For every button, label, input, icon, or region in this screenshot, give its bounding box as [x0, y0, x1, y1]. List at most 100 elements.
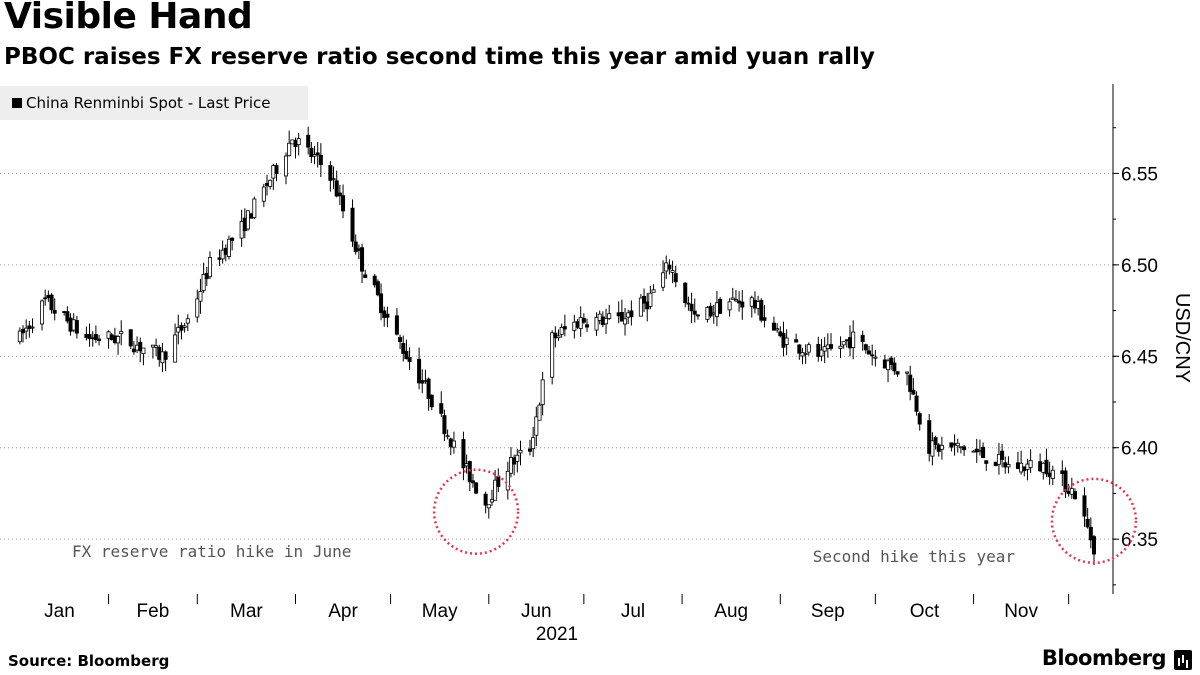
- candle-body: [24, 327, 29, 332]
- candle-body: [109, 334, 114, 340]
- candle-body: [971, 450, 976, 453]
- candle-body: [261, 186, 266, 202]
- candle-body: [404, 350, 409, 360]
- candle-body: [489, 499, 494, 503]
- candle-body: [448, 438, 453, 448]
- candle-body: [451, 440, 456, 448]
- candle-body: [464, 463, 469, 467]
- candle-body: [328, 165, 333, 181]
- candle-body: [952, 443, 957, 446]
- candle-body: [141, 347, 146, 354]
- candle-body: [711, 312, 716, 315]
- x-tick-label: May: [422, 601, 458, 622]
- gridlines: [0, 172, 1113, 540]
- candle-body: [154, 345, 159, 348]
- candle-body: [474, 482, 479, 494]
- candle-body: [914, 395, 919, 412]
- candle-body: [841, 341, 846, 346]
- highlight-circle: [432, 468, 520, 555]
- candle-body: [705, 307, 710, 320]
- candle-body: [49, 294, 54, 311]
- candle-body: [1041, 462, 1046, 473]
- candle-body: [860, 334, 865, 343]
- candle-body: [889, 357, 894, 365]
- candles: [17, 126, 1096, 566]
- candle-body: [334, 180, 339, 197]
- candle-body: [537, 404, 542, 421]
- candle-body: [939, 444, 944, 450]
- candle-body: [268, 179, 273, 187]
- candle-body: [296, 138, 301, 146]
- candle-body: [379, 293, 384, 314]
- candle-body: [974, 448, 979, 453]
- candle-body: [616, 312, 621, 317]
- candle-body: [1044, 459, 1049, 475]
- candle-body: [1060, 470, 1065, 475]
- candle-body: [819, 349, 824, 357]
- candle-body: [315, 152, 320, 156]
- candle-body: [293, 140, 298, 148]
- candle-body: [382, 310, 387, 318]
- candle-body: [185, 318, 190, 324]
- candle-body: [1066, 490, 1071, 494]
- candle-body: [128, 329, 133, 347]
- candle-body: [417, 358, 422, 384]
- candle-body: [1069, 488, 1074, 495]
- candle-body: [43, 297, 48, 300]
- candle-body: [116, 336, 121, 344]
- candle-body: [689, 303, 694, 312]
- candle-body: [870, 354, 875, 357]
- candle-body: [927, 420, 932, 454]
- candle-body: [828, 344, 833, 349]
- candle-body: [74, 320, 79, 334]
- candle-body: [17, 330, 22, 343]
- candle-body: [40, 300, 45, 325]
- candle-body: [933, 437, 938, 445]
- candle-body: [46, 294, 51, 298]
- candle-body: [848, 337, 853, 349]
- candle-body: [600, 316, 605, 326]
- candle-body: [106, 331, 111, 339]
- candle-body: [1047, 472, 1052, 478]
- candle-body: [905, 371, 910, 374]
- candle-body: [239, 221, 244, 239]
- candle-body: [936, 444, 941, 452]
- candle-body: [223, 247, 228, 255]
- candle-body: [648, 292, 653, 307]
- x-tick-label: Jun: [521, 601, 552, 622]
- candle-body: [759, 299, 764, 321]
- chart-subtitle: PBOC raises FX reserve ratio second time…: [4, 44, 875, 70]
- candle-body: [68, 317, 73, 332]
- x-tick-label: Jul: [621, 601, 645, 622]
- candle-body: [626, 312, 631, 318]
- candle-body: [958, 446, 963, 449]
- x-tick-label: Feb: [137, 601, 170, 622]
- candle-body: [112, 335, 117, 344]
- candle-body: [977, 449, 982, 452]
- candle-body: [274, 165, 279, 174]
- candle-body: [442, 415, 447, 435]
- candle-body: [398, 337, 403, 343]
- terminal-icon: [1174, 650, 1192, 670]
- candle-body: [242, 217, 247, 232]
- candle-body: [771, 322, 776, 331]
- candle-body: [882, 359, 887, 369]
- candle-body: [775, 328, 780, 331]
- candle-body: [150, 344, 155, 348]
- candle-body: [407, 356, 412, 362]
- candle-body: [550, 332, 555, 378]
- candle-body: [375, 281, 380, 296]
- annotation-label: FX reserve ratio hike in June: [72, 542, 351, 561]
- candle-body: [930, 440, 935, 457]
- candle-body: [429, 394, 434, 408]
- candle-body: [962, 446, 967, 450]
- candle-body: [844, 339, 849, 342]
- x-tick-label: Oct: [910, 601, 940, 622]
- candle-body: [287, 142, 292, 156]
- candle-body: [173, 334, 178, 363]
- candle-body: [363, 274, 368, 278]
- candle-body: [1025, 463, 1030, 470]
- candle-body: [562, 326, 567, 330]
- candle-body: [356, 248, 361, 251]
